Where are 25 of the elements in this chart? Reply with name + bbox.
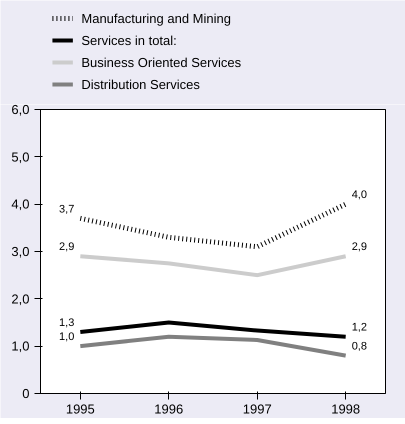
line-series	[78, 334, 348, 358]
y-tick-label: 0	[22, 386, 30, 401]
legend-label: Services in total:	[81, 33, 177, 48]
y-tick-label: 2,0	[11, 291, 30, 306]
data-label: 3,7	[59, 203, 74, 216]
data-label: 2,9	[352, 241, 367, 254]
y-tick-label: 1,0	[11, 338, 30, 354]
line-series	[78, 320, 348, 339]
x-tick-label: 1998	[331, 402, 360, 416]
data-label: 1,2	[352, 322, 367, 334]
data-label: 0,8	[352, 340, 367, 353]
legend-label: Manufacturing and Mining	[81, 11, 231, 26]
data-label: 4,0	[352, 189, 367, 202]
data-label: 1,0	[59, 331, 74, 344]
x-tick-label: 1997	[242, 402, 272, 416]
legend-label: Distribution Services	[81, 77, 200, 92]
y-tick-label: 6,0	[11, 102, 30, 117]
data-label: 1,3	[59, 316, 74, 329]
legend-label: Business Oriented Services	[81, 55, 242, 70]
x-tick-label: 1996	[154, 402, 184, 416]
y-tick-label: 5,0	[11, 149, 30, 164]
y-tick-label: 3,0	[11, 244, 30, 259]
data-label: 2,9	[59, 241, 74, 254]
y-tick-label: 4,0	[11, 196, 30, 212]
x-tick-label: 1995	[66, 402, 95, 416]
